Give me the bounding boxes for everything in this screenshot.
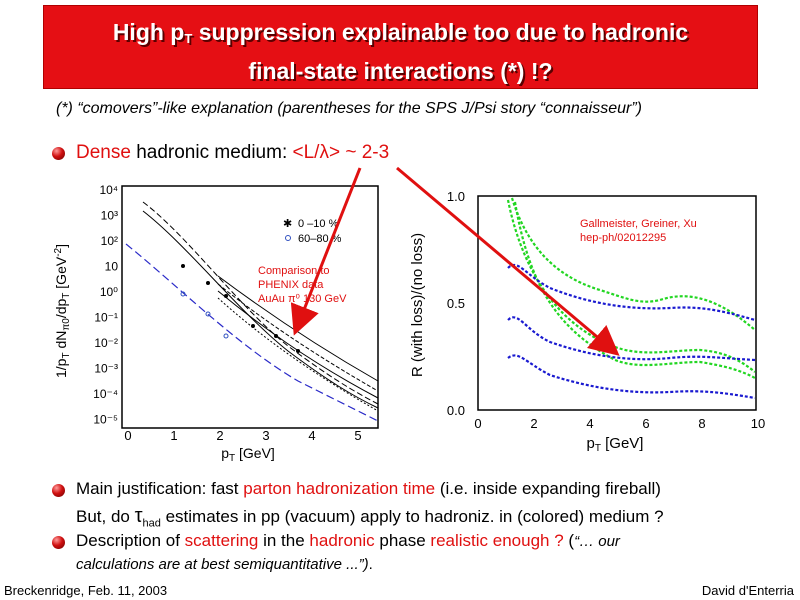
peripheral-data-points (180, 291, 229, 339)
annotation-line: AuAu π⁰ 130 GeV (258, 293, 347, 305)
right-annotation: Gallmeister, Greiner, Xu hep-ph/02012295 (580, 218, 697, 244)
bullet2-text: Main justification: fast parton hadroniz… (76, 479, 661, 499)
bullet-icon (52, 147, 65, 160)
right-x-tick: 8 (698, 416, 705, 431)
left-y-tick: 10⁻⁴ (93, 387, 118, 401)
left-plot-frame (121, 185, 379, 429)
legend-item-1: 0 –10 % (298, 218, 339, 230)
blue-curves (507, 263, 756, 400)
bullet3-period: . (368, 556, 373, 573)
left-y-tick: 10 (105, 260, 119, 274)
left-y-tick: 10⁻² (94, 336, 118, 350)
band-curve (217, 275, 379, 382)
ratio-text: <L/λ> ~ 2-3 (292, 142, 390, 163)
right-x-ticks: 0 2 4 6 8 10 (474, 416, 765, 431)
left-xlabel: pT [GeV] (221, 445, 275, 464)
bullet3-pre: Description of (76, 531, 185, 550)
footer-author: David d'Enterria (701, 583, 794, 598)
right-xlabel: pT [GeV] (587, 435, 644, 454)
right-y-tick: 0.0 (447, 403, 465, 418)
left-x-ticks: 0 1 2 3 4 5 (124, 428, 361, 443)
bullet-icon (52, 484, 65, 497)
band-curve (217, 290, 379, 399)
line3-post: estimates in pp (vacuum) apply to hadron… (160, 507, 664, 526)
bullet3-highlight: realistic enough ? (430, 531, 564, 550)
bullet3-highlight: hadronic (309, 531, 375, 550)
right-plot-svg: R (with loss)/(no loss) 1.0 0.5 0.0 0 2 4 6 8 1… (409, 189, 765, 454)
right-y-tick: 1.0 (447, 189, 465, 204)
bullet3-quote-end: calculations are at best semiquantitativ… (76, 556, 369, 573)
annotation-line: Comparison to (258, 265, 330, 277)
bullet3-mid: phase (374, 531, 431, 550)
legend-marker-open (285, 235, 291, 241)
bullet2-highlight: parton hadronization time (243, 479, 436, 498)
bullet3-quote: “… our (574, 533, 620, 550)
tau-symbol: τ (134, 505, 143, 527)
left-plot-svg: 1/pT dNπ0/dpT [GeV-2] 10⁴10³10²1010⁰10⁻¹… (53, 183, 379, 464)
left-ylabel: 1/pT dNπ0/dpT [GeV-2] (53, 244, 72, 378)
right-x-tick: 10 (751, 416, 765, 431)
legend-item-2: 60–80 % (298, 233, 342, 245)
left-y-tick: 10⁴ (99, 183, 118, 197)
left-plot: 1/pT dNπ0/dpT [GeV-2] 10⁴ 10³ 10² 10 10⁰ 10⁻¹… (48, 176, 388, 466)
left-y-tick: 10³ (101, 209, 118, 223)
title-subscript: T (184, 31, 193, 46)
left-y-ticks: 10⁴ 10³ 10² 10 10⁰ 10⁻¹ 10⁻² 10⁻³ 10⁻⁴ 10⁻⁵ (93, 183, 118, 427)
bullet1-mid: hadronic medium: (130, 142, 293, 163)
title-part: High p (112, 19, 185, 45)
left-y-tick: 10⁻³ (94, 362, 118, 376)
left-y-tick: 10⁻¹ (94, 311, 118, 325)
right-y-ticks: 1.0 0.5 0.0 (447, 189, 465, 418)
left-annotation: Comparison to PHENIX data AuAu π⁰ 130 Ge… (258, 265, 347, 305)
left-x-tick: 4 (308, 428, 315, 443)
bullet3-post: ( (563, 531, 575, 550)
tau-subscript: had (142, 517, 161, 530)
band-curve (217, 297, 379, 412)
band-curve (217, 283, 379, 392)
right-x-tick: 0 (474, 416, 481, 431)
title-banner: High pT suppression explainable too due … (44, 6, 757, 88)
central-curve (142, 210, 379, 409)
bullet2-post: (i.e. inside expanding fireball) (435, 479, 661, 498)
bullet1-text: Dense hadronic medium: <L/λ> ~ 2-3 (76, 142, 389, 164)
line3-pre: But, do (76, 507, 135, 526)
annotation-line: PHENIX data (258, 279, 324, 291)
title-part: suppression explainable too due to hadro… (192, 19, 689, 45)
bullet2-pre: Main justification: fast (76, 479, 244, 498)
bullet3-mid: in the (258, 531, 310, 550)
left-y-tick: 10² (101, 234, 118, 248)
left-x-tick: 2 (216, 428, 223, 443)
central-data-points (181, 264, 300, 353)
line3-text: But, do τhad estimates in pp (vacuum) ap… (76, 505, 664, 529)
left-legend: ✱ 0 –10 % 60–80 % (283, 218, 342, 245)
right-x-tick: 6 (642, 416, 649, 431)
bullet-icon (52, 536, 65, 549)
annotation-line: Gallmeister, Greiner, Xu (580, 218, 697, 230)
left-y-tick: 10⁰ (100, 285, 118, 299)
dense-word: Dense (76, 142, 131, 163)
left-x-tick: 0 (124, 428, 131, 443)
left-x-tick: 5 (354, 428, 361, 443)
subtitle: (*) “comovers”-like explanation (parenth… (56, 100, 642, 117)
bullet3-highlight: scattering (184, 531, 259, 550)
bullet3-line2: calculations are at best semiquantitativ… (76, 556, 373, 573)
right-ylabel: R (with loss)/(no loss) (409, 233, 426, 377)
footer-event: Breckenridge, Feb. 11, 2003 (4, 583, 168, 598)
slide-title: High pT suppression explainable too due … (44, 16, 757, 87)
title-line2: final-state interactions (*) !? (248, 58, 553, 84)
left-x-tick: 1 (170, 428, 177, 443)
left-y-tick: 10⁻⁵ (93, 413, 118, 427)
legend-marker-filled: ✱ (283, 218, 292, 230)
peripheral-curve (125, 243, 379, 422)
central-curve-upper (142, 201, 379, 405)
left-x-tick: 3 (262, 428, 269, 443)
right-plot: R (with loss)/(no loss) 1.0 0.5 0.0 0 2 4 6 8 1… (400, 180, 780, 470)
right-y-tick: 0.5 (447, 296, 465, 311)
right-x-tick: 2 (530, 416, 537, 431)
right-x-tick: 4 (586, 416, 593, 431)
bullet3-text: Description of scattering in the hadroni… (76, 531, 620, 551)
annotation-line: hep-ph/02012295 (580, 232, 666, 244)
